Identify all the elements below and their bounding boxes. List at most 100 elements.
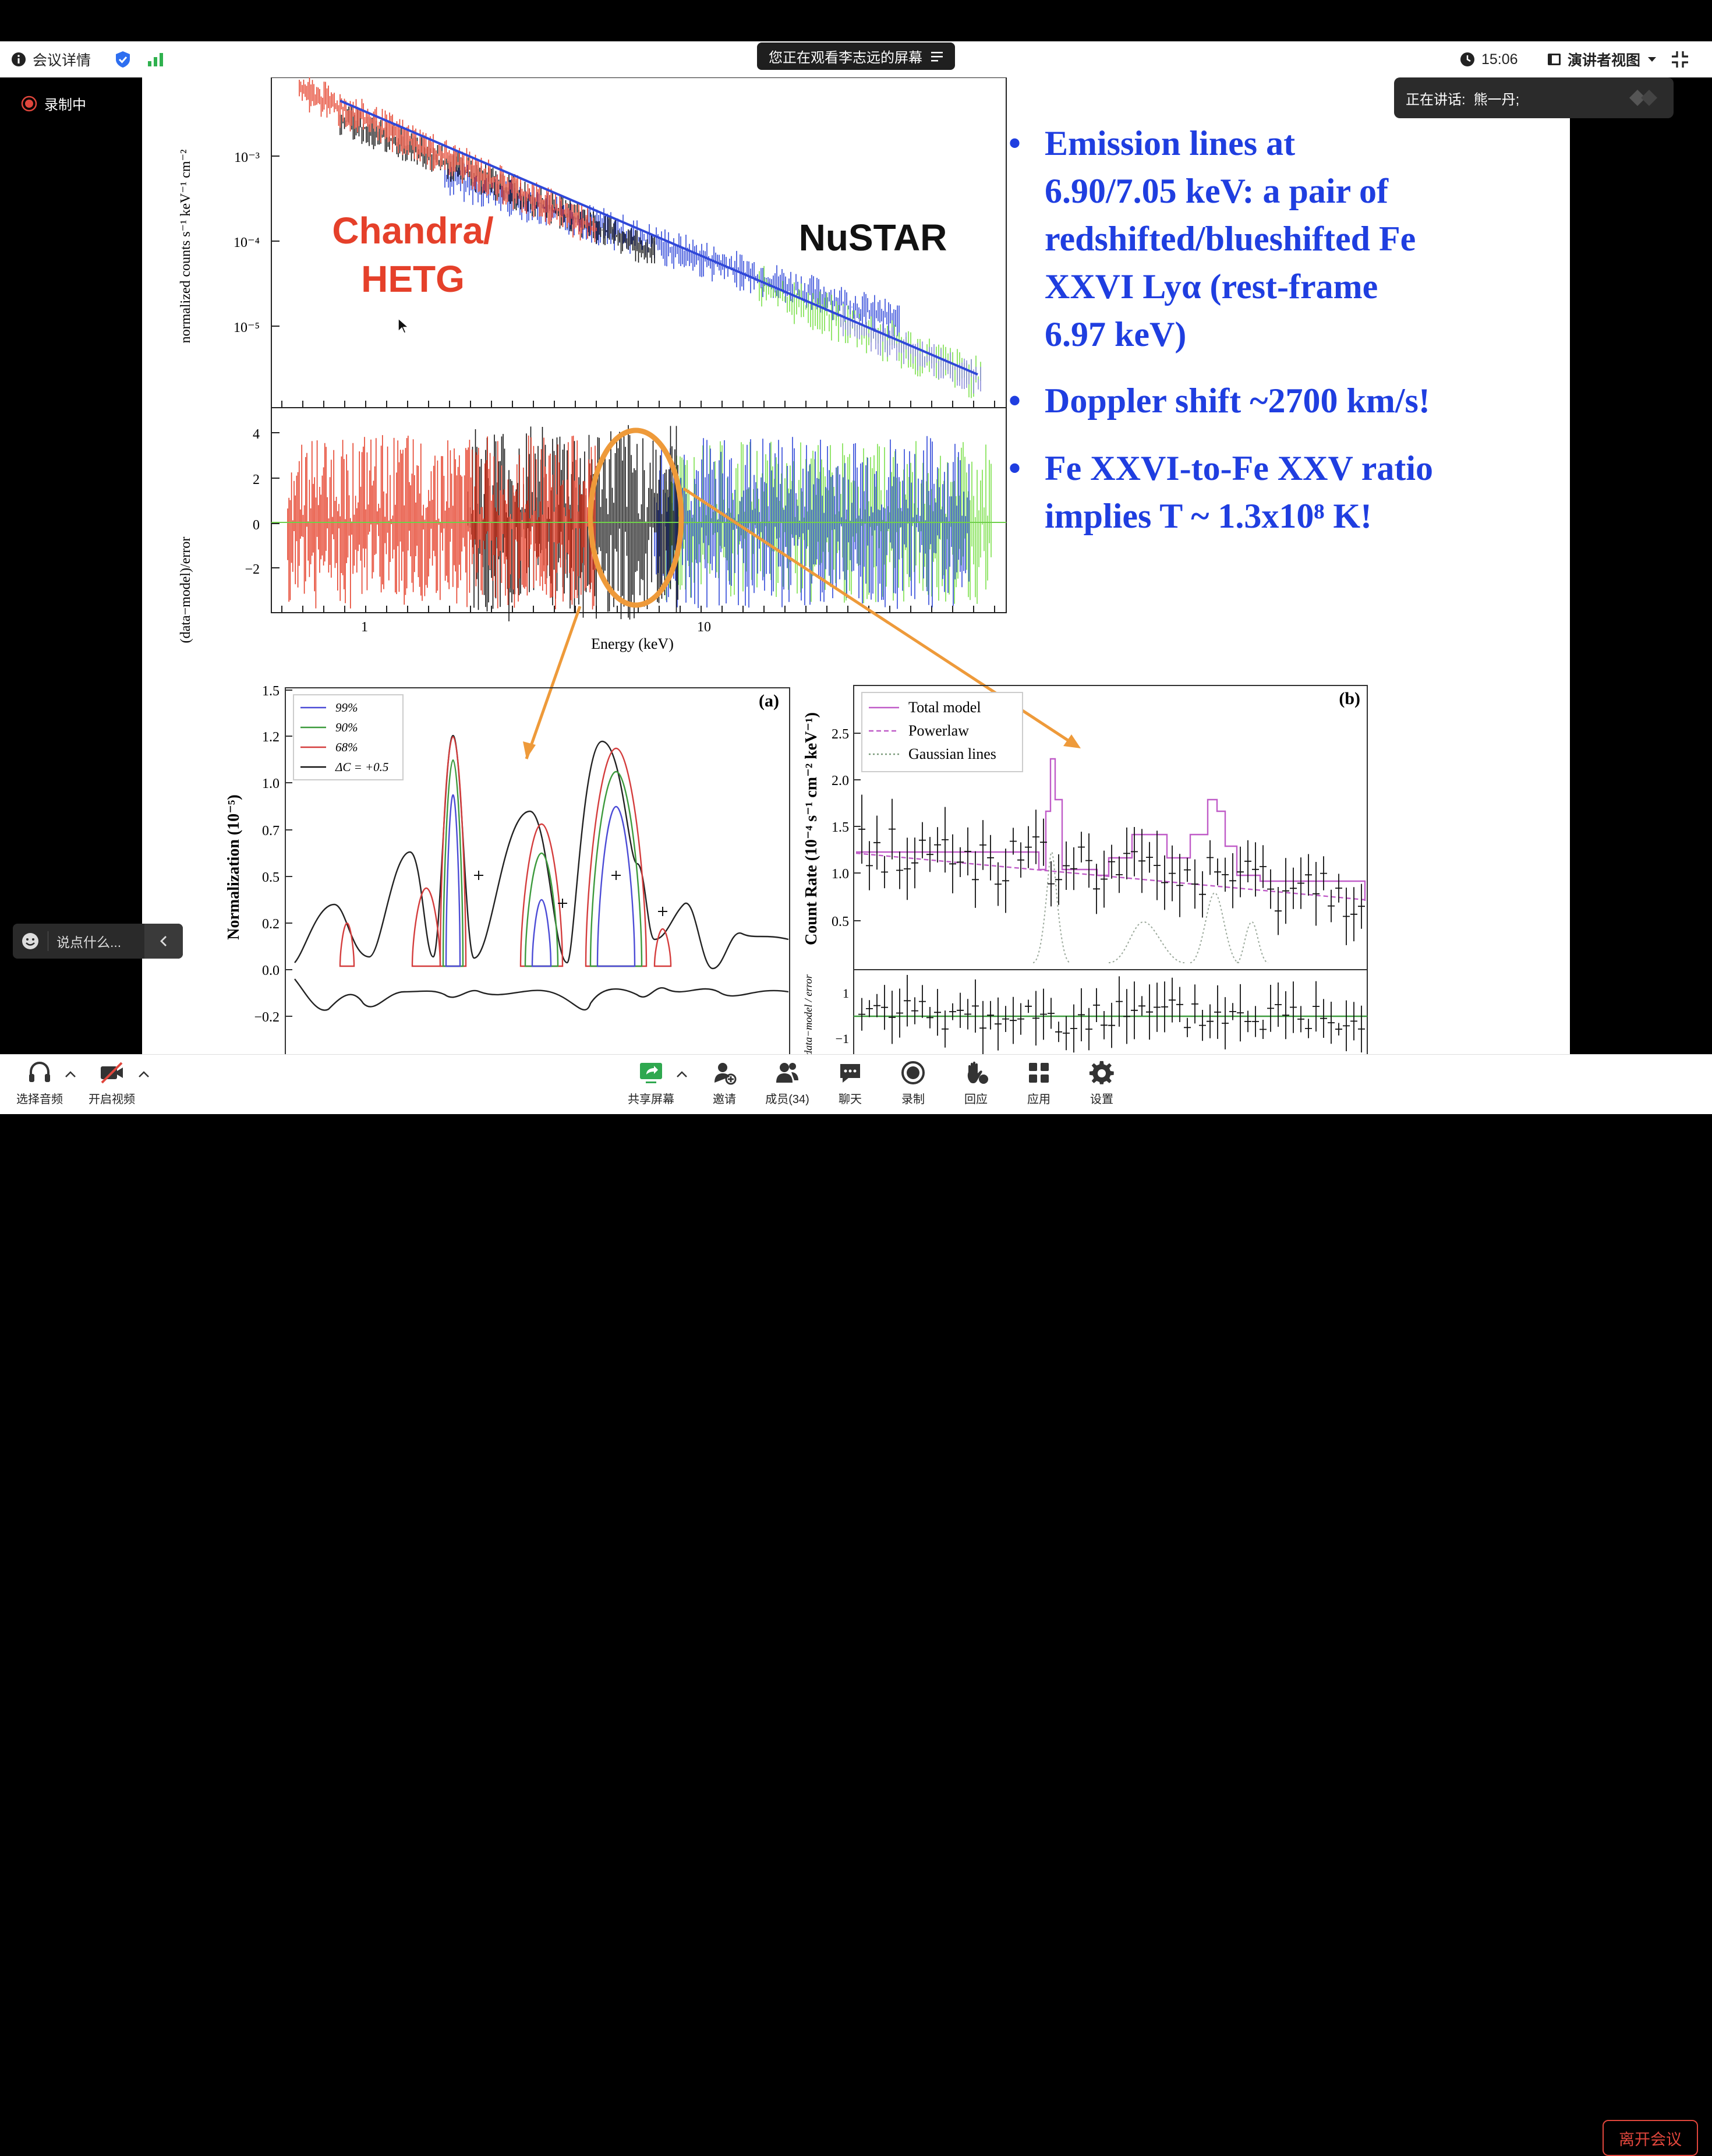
panel-b-resid-error-bars: [858, 975, 1365, 1054]
panel-b-y-tick-label: 2.5: [832, 727, 849, 742]
panel-b-legend: [861, 692, 1023, 772]
meeting-details-button[interactable]: 会议详情: [10, 41, 91, 77]
mouse-pointer-icon: [398, 317, 409, 334]
bullet-1-line-1: Emission lines at: [1045, 124, 1296, 162]
bullet-1-line-2: 6.90/7.05 keV: a pair of: [1045, 172, 1389, 210]
apps-label: 应用: [1027, 1093, 1050, 1106]
emoji-icon[interactable]: [21, 932, 40, 950]
video-options-chevron-icon[interactable]: [137, 1070, 150, 1079]
reactions-button[interactable]: 回应: [947, 1059, 1005, 1112]
record-icon: [901, 1061, 925, 1084]
video-button[interactable]: 开启视频: [83, 1059, 141, 1112]
panel-a-lower-curve: [294, 978, 789, 1011]
record-label: 录制: [901, 1093, 925, 1106]
add-user-icon: [714, 1063, 737, 1085]
panel-a-peak-99-2: [531, 899, 552, 967]
x-tick-10: 10: [697, 620, 711, 635]
screen-share-banner[interactable]: 您正在观看李志远的屏幕: [757, 43, 955, 70]
panel-b-tag: (b): [1339, 689, 1360, 708]
panel-a-y-ticks: 1.5 1.2 1.0 0.7 0.5 0.2 0.0 −0.2: [254, 684, 292, 1025]
panel-a-legend-label: 68%: [335, 740, 358, 754]
clock: 15:06: [1459, 41, 1518, 77]
bullet-1-line-3: redshifted/blueshifted Fe: [1045, 220, 1416, 258]
chat-label: 聊天: [839, 1093, 862, 1106]
network-signal[interactable]: [147, 41, 164, 77]
x-tick-1: 1: [361, 620, 368, 635]
settings-button[interactable]: 设置: [1073, 1059, 1131, 1112]
chevron-left-icon: [160, 936, 167, 946]
chat-button[interactable]: 聊天: [821, 1059, 879, 1112]
chandra-label-line1: Chandra/: [332, 210, 494, 252]
panel-a-y-tick-label: 1.2: [262, 730, 280, 745]
bullet-3-line-2: implies T ~ 1.3x10⁸ K!: [1045, 497, 1373, 535]
bullet-doppler: • Doppler shift ~2700 km/s!: [1009, 377, 1430, 425]
panel-a-legend-label: ΔC = +0.5: [335, 760, 388, 774]
chandra-label-line2: HETG: [361, 258, 465, 300]
audio-button[interactable]: 选择音频: [10, 1059, 69, 1112]
panel-a-delta-c-curve: [294, 734, 789, 970]
slide-figures: 10⁻³ 10⁻⁴ 10⁻⁵ normalized counts s⁻¹ keV…: [178, 77, 1368, 1054]
panel-a-peak-68-3: [585, 747, 648, 967]
bullet-1-line-5: 6.97 keV): [1045, 315, 1187, 354]
panel-a-y-tick-label: 0.7: [262, 823, 280, 839]
panel-b-y-tick-label: 1.0: [832, 867, 849, 882]
quick-chat-box[interactable]: 说点什么...: [13, 924, 183, 959]
exit-fullscreen-button[interactable]: [1670, 41, 1690, 77]
panel-a-best-fit-marker: [611, 871, 621, 880]
left-black-pane: [0, 77, 142, 1054]
panel-a-y-tick-label: 0.2: [262, 917, 280, 932]
security-shield[interactable]: [114, 41, 132, 77]
participants-icon: [776, 1063, 798, 1083]
audio-options-chevron-icon[interactable]: [64, 1070, 77, 1079]
layout-icon: [1548, 54, 1561, 65]
clock-icon: [1460, 52, 1474, 66]
record-button[interactable]: 录制: [884, 1059, 942, 1112]
resid-tick-0: 0: [253, 518, 260, 533]
bullet-3-line-1: Fe XXVI-to-Fe XXV ratio: [1045, 449, 1434, 487]
panel-a-peak-68-4: [653, 928, 672, 967]
participants-label: 成员(34): [765, 1093, 809, 1106]
panel-a-peak-68-2: [519, 823, 564, 967]
right-black-pane: [1570, 77, 1712, 1054]
panel-a-tag: (a): [759, 691, 779, 711]
active-speaker-banner: 正在讲话: 熊一丹;: [1394, 77, 1674, 118]
arrow-to-panel-a: [525, 606, 582, 759]
residual-data: [287, 425, 992, 621]
panel-a-peak-90-1: [442, 759, 464, 967]
share-screen-button[interactable]: 共享屏幕: [622, 1059, 680, 1112]
apps-grid-icon: [1029, 1063, 1049, 1083]
panel-a-peak-99-3: [596, 805, 636, 967]
resid-tick-4: 4: [253, 427, 260, 442]
y-tick-1e-4: 10⁻⁴: [234, 235, 260, 250]
participants-button[interactable]: 成员(34): [758, 1059, 816, 1112]
shared-slide: 10⁻³ 10⁻⁴ 10⁻⁵ normalized counts s⁻¹ keV…: [142, 77, 1570, 1054]
invite-button[interactable]: 邀请: [695, 1059, 754, 1112]
video-off-icon: [101, 1062, 123, 1084]
collapse-chat-button[interactable]: [144, 924, 183, 959]
apps-button[interactable]: 应用: [1010, 1059, 1068, 1112]
y-tick-1e-3: 10⁻³: [234, 150, 260, 165]
chat-placeholder[interactable]: 说点什么...: [56, 935, 122, 950]
recording-indicator[interactable]: 录制中: [21, 93, 86, 114]
panel-b-legend-label: Powerlaw: [908, 722, 969, 739]
speaker-name: 熊一丹;: [1473, 91, 1520, 108]
panel-a-best-fit-marker: [658, 907, 667, 916]
spectrum-data: [299, 77, 981, 398]
view-mode-dropdown[interactable]: 演讲者视图: [1547, 41, 1658, 77]
share-options-chevron-icon[interactable]: [675, 1070, 688, 1079]
powerlaw-model-line: [339, 100, 978, 376]
panel-a-curves: [294, 734, 789, 1011]
panel-a-best-fit-marker: [558, 899, 567, 908]
exit-fullscreen-icon: [1672, 51, 1688, 68]
panel-b-resid-ylabel: data−model / error: [802, 974, 814, 1054]
nustar-label: NuSTAR: [799, 217, 947, 259]
panel-b-resid-tick-label: −1: [836, 1031, 849, 1046]
leave-meeting-button[interactable]: 离开会议: [1603, 2120, 1698, 2156]
recording-label: 录制中: [44, 97, 86, 113]
chat-bubble-icon: [840, 1064, 860, 1083]
share-banner-text: 您正在观看李志远的屏幕: [769, 50, 922, 66]
menu-icon: [931, 51, 943, 61]
panel-a-legend: [293, 694, 404, 780]
bullet-1-line-4: XXVI Lyα (rest-frame: [1045, 267, 1378, 306]
panel-a-y-tick-label: 0.5: [262, 870, 280, 885]
